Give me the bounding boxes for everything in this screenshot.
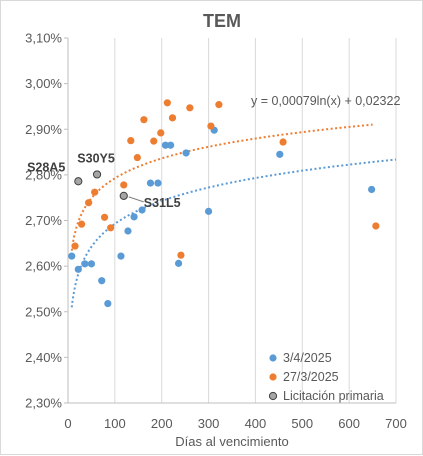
data-point-series-1 (167, 141, 175, 149)
data-point-series-1 (87, 260, 96, 268)
x-tick-label: 600 (338, 416, 360, 431)
grid-layer (114, 38, 397, 403)
legend-label-series-3: Licitación primaria (283, 389, 384, 403)
trendline-series-2 (70, 123, 373, 251)
x-axis-title: Días al vencimiento (175, 434, 288, 449)
y-tick-label: 2,30% (25, 396, 62, 411)
data-point-series-2 (91, 188, 99, 196)
data-point-series-2 (150, 137, 158, 145)
data-point-series-2 (127, 137, 135, 145)
data-point-series-1 (174, 259, 183, 267)
trendline-layer (70, 123, 397, 308)
data-point-series-2 (157, 129, 165, 137)
data-point-series-2 (100, 213, 109, 221)
data-point-series-2 (372, 222, 380, 230)
data-point-series-1 (81, 260, 89, 268)
data-point-series-1 (204, 207, 213, 215)
legend: 3/4/2025 27/3/2025 Licitación primaria (268, 351, 384, 403)
legend-marker-series-3 (268, 391, 278, 401)
x-tick-label: 200 (151, 416, 173, 431)
data-point-series-2 (140, 116, 148, 124)
y-tick-label: 2,40% (25, 350, 62, 365)
y-tick-label: 3,00% (25, 76, 62, 91)
point-label-s31l5: S31L5 (144, 196, 181, 210)
x-tick-label: 0 (64, 416, 71, 431)
data-point-series-3 (119, 191, 128, 200)
y-tick-label: 2,50% (25, 304, 62, 319)
y-tick-label: 3,10% (25, 31, 62, 46)
data-point-series-1 (182, 149, 190, 157)
data-point-series-1 (68, 252, 76, 260)
data-point-series-2 (186, 104, 194, 112)
legend-marker-series-1 (269, 354, 277, 362)
data-point-series-1 (146, 179, 155, 187)
data-point-series-1 (130, 213, 138, 221)
data-point-series-2 (163, 99, 171, 107)
data-point-series-2 (71, 242, 79, 250)
data-point-series-2 (168, 114, 177, 122)
x-tick-label: 700 (385, 416, 407, 431)
data-point-series-1 (117, 252, 125, 260)
point-label-s30y5: S30Y5 (77, 151, 115, 165)
data-point-series-2 (279, 138, 287, 146)
data-point-series-2 (85, 199, 93, 207)
y-tick-label: 2,60% (25, 259, 62, 274)
data-point-series-2 (77, 220, 86, 228)
legend-label-series-2: 27/3/2025 (283, 370, 339, 384)
data-point-series-3 (74, 177, 83, 186)
trendline-equation: y = 0,00079ln(x) + 0,02322 (251, 94, 400, 108)
data-point-series-1 (161, 141, 170, 149)
x-tick-label: 100 (104, 416, 126, 431)
data-point-series-1 (138, 206, 146, 214)
point-labels-layer: S28A5 S30Y5 S31L5 (27, 151, 181, 209)
data-point-series-1 (276, 150, 284, 158)
data-point-series-1 (368, 185, 376, 194)
trendline-series-1 (70, 158, 397, 308)
data-point-series-1 (124, 227, 132, 235)
data-point-series-2 (177, 251, 185, 259)
data-point-series-2 (215, 101, 223, 109)
data-point-series-1 (74, 265, 82, 273)
x-tick-label: 500 (291, 416, 313, 431)
legend-marker-series-2 (269, 373, 277, 381)
y-tick-label: 2,70% (25, 213, 62, 228)
y-tick-label: 2,90% (25, 122, 62, 137)
data-point-series-2 (120, 181, 128, 189)
data-point-series-1 (98, 277, 106, 285)
legend-label-series-1: 3/4/2025 (283, 351, 332, 365)
chart-title: TEM (203, 11, 241, 31)
x-tick-label: 300 (198, 416, 220, 431)
point-label-s28a5: S28A5 (27, 160, 65, 174)
x-tick-label: 400 (245, 416, 267, 431)
points-layer (68, 99, 380, 308)
data-point-series-2 (133, 153, 141, 162)
data-point-series-2 (207, 122, 215, 130)
data-point-series-1 (104, 299, 112, 308)
axis-layer: 2,30% 2,40% 2,50% 2,60% 2,70% 2,80% 2,90% 3,00%… (25, 31, 407, 432)
data-point-series-2 (107, 224, 115, 232)
leader-line (128, 196, 144, 203)
data-point-series-3 (92, 170, 102, 179)
y-tick-label: 2,80% (25, 167, 62, 182)
data-point-series-1 (154, 179, 162, 187)
